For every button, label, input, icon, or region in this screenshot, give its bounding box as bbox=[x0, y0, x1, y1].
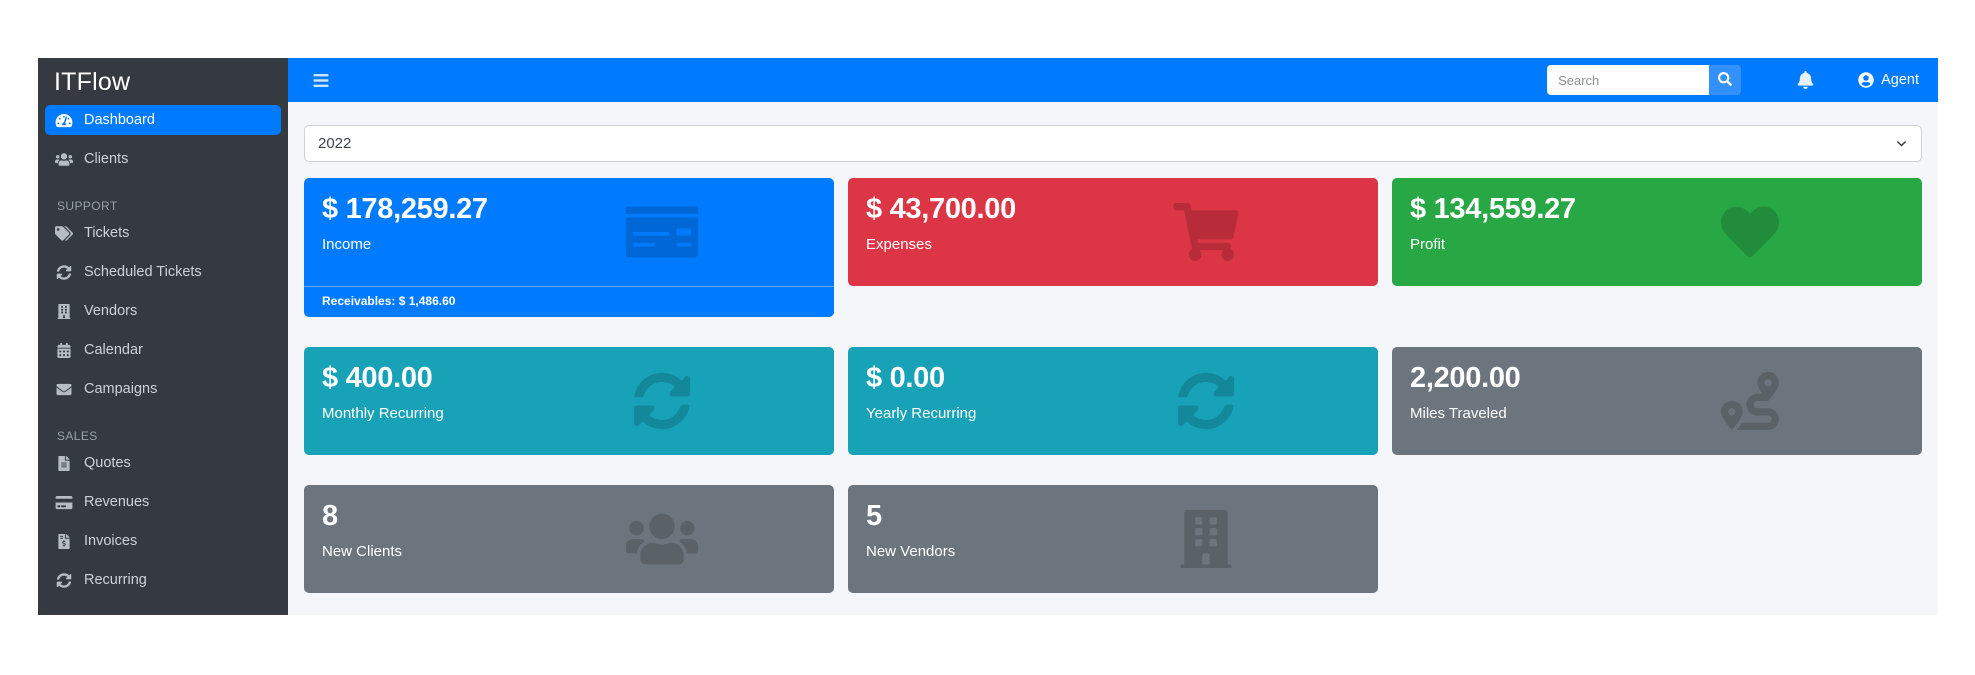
envelope-icon bbox=[55, 382, 73, 397]
new-vendors-card: 5 New Vendors bbox=[848, 485, 1378, 593]
search-button[interactable] bbox=[1709, 65, 1742, 95]
new-vendors-label: New Vendors bbox=[866, 543, 956, 560]
income-card-body: $ 178,259.27 Income bbox=[304, 178, 834, 286]
sidebar-item-label: Revenues bbox=[84, 494, 150, 510]
miles-traveled-value: 2,200.00 bbox=[1410, 362, 1521, 394]
tags-icon bbox=[55, 226, 73, 241]
building-icon bbox=[55, 304, 73, 319]
profit-value: $ 134,559.27 bbox=[1410, 193, 1576, 225]
sidebar-item-label: Quotes bbox=[84, 455, 131, 471]
profit-card: $ 134,559.27 Profit bbox=[1392, 178, 1922, 286]
profit-card-body: $ 134,559.27 Profit bbox=[1392, 178, 1922, 286]
sidebar: ITFlow Dashboard Clients SUPPORT Tickets… bbox=[38, 58, 288, 615]
monthly-recurring-card: $ 400.00 Monthly Recurring bbox=[304, 347, 834, 455]
sidebar-item-tickets[interactable]: Tickets bbox=[45, 218, 281, 248]
income-value: $ 178,259.27 bbox=[322, 193, 488, 225]
heart-icon bbox=[1600, 203, 1900, 261]
yearly-recurring-label: Yearly Recurring bbox=[866, 405, 977, 422]
sidebar-item-label: Scheduled Tickets bbox=[84, 264, 202, 280]
sidebar-section-support: SUPPORT bbox=[57, 199, 118, 213]
monthly-recurring-value: $ 400.00 bbox=[322, 362, 433, 394]
sidebar-section-sales: SALES bbox=[57, 429, 98, 443]
users-icon bbox=[55, 152, 73, 167]
sync-icon bbox=[512, 372, 812, 430]
new-clients-value: 8 bbox=[322, 500, 338, 532]
chevron-down-icon bbox=[1895, 137, 1908, 150]
sidebar-item-clients[interactable]: Clients bbox=[45, 144, 281, 174]
sidebar-item-label: Invoices bbox=[84, 533, 138, 549]
monthly-recurring-card-body: $ 400.00 Monthly Recurring bbox=[304, 347, 834, 455]
money-check-icon bbox=[512, 203, 812, 261]
sidebar-item-dashboard[interactable]: Dashboard bbox=[45, 105, 281, 135]
expenses-card-body: $ 43,700.00 Expenses bbox=[848, 178, 1378, 286]
sidebar-item-invoices[interactable]: Invoices bbox=[45, 526, 281, 556]
yearly-recurring-value: $ 0.00 bbox=[866, 362, 945, 394]
sidebar-nav: Dashboard Clients SUPPORT Tickets Schedu… bbox=[38, 105, 288, 604]
sidebar-item-label: Dashboard bbox=[84, 112, 155, 128]
brand-logo[interactable]: ITFlow bbox=[54, 68, 131, 96]
new-clients-label: New Clients bbox=[322, 543, 403, 560]
gauge-icon bbox=[55, 113, 73, 128]
sidebar-item-campaigns[interactable]: Campaigns bbox=[45, 374, 281, 404]
dashboard-content: 2022 $ 178,259.27 Income Receivables: $ … bbox=[288, 102, 1938, 615]
sidebar-item-label: Tickets bbox=[84, 225, 130, 241]
year-select-value: 2022 bbox=[318, 135, 352, 152]
hamburger-menu-icon[interactable] bbox=[303, 67, 339, 94]
miles-traveled-card-body: 2,200.00 Miles Traveled bbox=[1392, 347, 1922, 455]
calendar-icon bbox=[55, 343, 73, 358]
user-menu[interactable]: Agent bbox=[1858, 72, 1919, 88]
search-input[interactable] bbox=[1547, 65, 1710, 95]
user-menu-label: Agent bbox=[1881, 72, 1919, 88]
sync-icon bbox=[1056, 372, 1356, 430]
miles-traveled-card: 2,200.00 Miles Traveled bbox=[1392, 347, 1922, 455]
sidebar-item-label: Vendors bbox=[84, 303, 138, 319]
new-vendors-value: 5 bbox=[866, 500, 882, 532]
profit-label: Profit bbox=[1410, 236, 1446, 253]
monthly-recurring-label: Monthly Recurring bbox=[322, 405, 444, 422]
notifications-bell-icon[interactable] bbox=[1797, 71, 1814, 89]
income-label: Income bbox=[322, 236, 372, 253]
income-card: $ 178,259.27 Income Receivables: $ 1,486… bbox=[304, 178, 834, 317]
miles-traveled-label: Miles Traveled bbox=[1410, 405, 1507, 422]
file-icon bbox=[55, 456, 73, 471]
sidebar-item-revenues[interactable]: Revenues bbox=[45, 487, 281, 517]
sync-icon bbox=[55, 573, 73, 588]
sidebar-item-label: Clients bbox=[84, 151, 129, 167]
main-area: Agent 2022 $ 178,259.27 Income Rec bbox=[288, 58, 1938, 615]
user-circle-icon bbox=[1858, 72, 1874, 88]
top-navbar: Agent bbox=[288, 58, 1938, 102]
app-window: ITFlow Dashboard Clients SUPPORT Tickets… bbox=[38, 58, 1938, 615]
year-select[interactable]: 2022 bbox=[304, 125, 1922, 162]
sidebar-item-vendors[interactable]: Vendors bbox=[45, 296, 281, 326]
sync-icon bbox=[55, 265, 73, 280]
shopping-cart-icon bbox=[1056, 203, 1356, 261]
new-vendors-card-body: 5 New Vendors bbox=[848, 485, 1378, 593]
credit-card-icon bbox=[55, 495, 73, 510]
route-icon bbox=[1600, 372, 1900, 430]
file-invoice-dollar-icon bbox=[55, 534, 73, 549]
new-clients-card-body: 8 New Clients bbox=[304, 485, 834, 593]
sidebar-item-label: Recurring bbox=[84, 572, 147, 588]
yearly-recurring-card: $ 0.00 Yearly Recurring bbox=[848, 347, 1378, 455]
new-clients-card: 8 New Clients bbox=[304, 485, 834, 593]
sidebar-item-quotes[interactable]: Quotes bbox=[45, 448, 281, 478]
users-icon bbox=[512, 510, 812, 568]
building-icon bbox=[1056, 510, 1356, 568]
yearly-recurring-card-body: $ 0.00 Yearly Recurring bbox=[848, 347, 1378, 455]
search-group bbox=[1547, 65, 1742, 95]
income-receivables-footer: Receivables: $ 1,486.60 bbox=[304, 286, 834, 317]
expenses-label: Expenses bbox=[866, 236, 932, 253]
expenses-value: $ 43,700.00 bbox=[866, 193, 1016, 225]
stat-cards-grid: $ 178,259.27 Income Receivables: $ 1,486… bbox=[304, 178, 1922, 593]
sidebar-item-recurring[interactable]: Recurring bbox=[45, 565, 281, 595]
sidebar-item-label: Calendar bbox=[84, 342, 143, 358]
sidebar-item-scheduled-tickets[interactable]: Scheduled Tickets bbox=[45, 257, 281, 287]
expenses-card: $ 43,700.00 Expenses bbox=[848, 178, 1378, 286]
sidebar-item-calendar[interactable]: Calendar bbox=[45, 335, 281, 365]
search-icon bbox=[1718, 72, 1732, 89]
sidebar-item-label: Campaigns bbox=[84, 381, 158, 397]
